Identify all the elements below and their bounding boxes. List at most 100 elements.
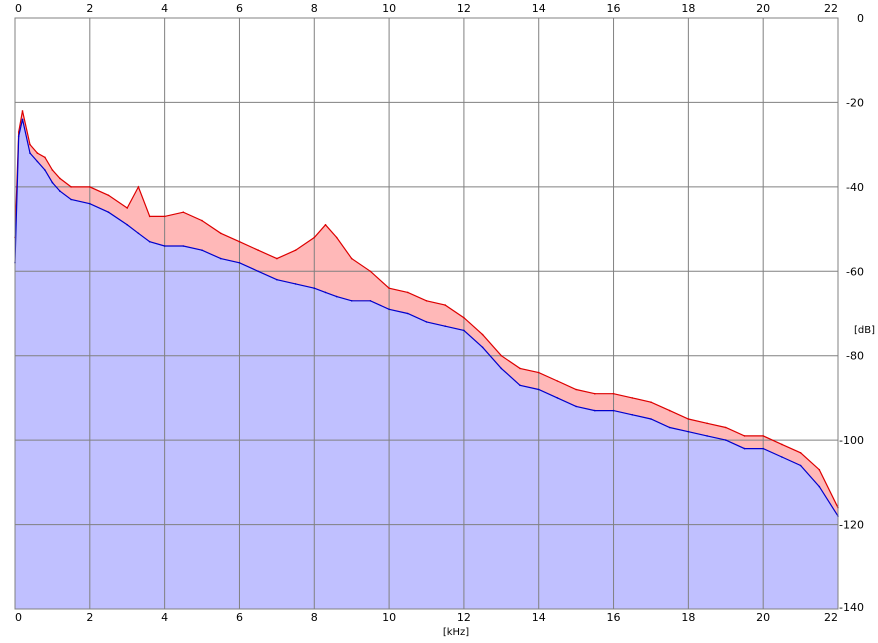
series-0-point	[107, 194, 110, 197]
x-tick-label-bottom: 14	[532, 611, 546, 624]
y-tick-label: -40	[846, 181, 864, 194]
series-0-point	[537, 371, 540, 374]
x-tick-label-bottom: 10	[382, 611, 396, 624]
series-1-point	[388, 308, 390, 311]
series-1-point	[324, 291, 327, 294]
series-0-point	[44, 156, 46, 159]
x-tick-label-bottom: 2	[86, 611, 93, 624]
series-0-point	[444, 304, 447, 306]
series-1-point	[743, 447, 746, 450]
series-1-point	[36, 160, 39, 163]
series-1-point	[818, 485, 821, 488]
series-0-point	[687, 418, 690, 420]
series-0-point	[425, 300, 428, 302]
series-0-point	[463, 316, 465, 319]
series-0-point	[148, 215, 151, 218]
series-1-point	[137, 232, 140, 235]
series-0-point	[481, 333, 484, 336]
y-tick-label: -140	[839, 601, 864, 614]
series-0-line	[14, 110, 839, 508]
series-0-point	[388, 287, 390, 290]
y-tick-label: -100	[839, 434, 864, 447]
series-0-point	[89, 186, 91, 188]
series-0-point	[21, 110, 24, 112]
x-tick-label-bottom: 12	[457, 611, 471, 624]
series-0-point	[36, 152, 39, 154]
y-tick-label: -60	[846, 265, 864, 278]
y-tick-label: 0	[857, 12, 864, 25]
series-1-point	[17, 135, 20, 137]
series-1-point	[407, 312, 409, 315]
series-1-point	[238, 262, 241, 264]
series-1-point	[500, 367, 503, 370]
x-tick-label-bottom: 8	[311, 611, 318, 624]
series-1-point	[594, 409, 596, 412]
series-1-point	[799, 464, 802, 467]
x-tick-label-bottom: 18	[681, 611, 695, 624]
series-1-point	[70, 198, 72, 201]
x-tick-label-top: 16	[607, 2, 621, 15]
series-1-point	[29, 152, 31, 154]
series-0-point	[324, 224, 327, 226]
spectrum-lines	[14, 110, 839, 517]
series-0-point	[594, 392, 596, 395]
x-tick-label-top: 22	[824, 2, 838, 15]
spectrum-fills	[15, 110, 838, 610]
y-axis-label: [dB]	[854, 325, 875, 336]
series-0-point	[163, 215, 166, 218]
x-tick-label-top: 4	[161, 2, 168, 15]
series-1-point	[126, 224, 128, 226]
series-0-point	[126, 207, 128, 209]
series-0-point	[631, 397, 634, 399]
series-1-point	[687, 430, 690, 433]
series-0-point	[313, 236, 316, 239]
x-axis-label: [kHz]	[443, 627, 469, 638]
plot-frame	[14, 17, 839, 610]
y-tick-label: -20	[846, 96, 864, 109]
series-0-point	[29, 143, 31, 146]
series-1-point	[762, 447, 764, 450]
x-tick-label-bottom: 20	[756, 611, 770, 624]
series-0-point	[500, 354, 503, 357]
series-0-point	[350, 257, 353, 260]
series-1-point	[148, 240, 151, 243]
x-tick-label-top: 8	[311, 2, 318, 15]
series-1-fill	[15, 119, 838, 610]
series-1-point	[612, 409, 615, 412]
x-tick-label-bottom: 4	[161, 611, 168, 624]
series-1-point	[201, 249, 203, 251]
series-1-point	[463, 329, 465, 332]
series-0-point	[556, 380, 559, 382]
series-1-point	[51, 181, 54, 184]
series-1-line	[14, 119, 839, 517]
series-0-point	[238, 240, 241, 243]
series-1-point	[59, 190, 61, 192]
series-1-point	[89, 202, 91, 205]
series-1-point	[706, 435, 708, 437]
x-tick-label-top: 20	[756, 2, 770, 15]
series-1-point	[537, 388, 540, 391]
series-0-point	[182, 211, 185, 213]
x-tick-label-bottom: 0	[15, 611, 22, 624]
series-0-point	[201, 219, 203, 222]
x-tick-label-top: 2	[86, 2, 93, 15]
series-0-point	[335, 236, 338, 239]
series-1-point	[21, 118, 24, 121]
series-0-point	[650, 401, 652, 404]
x-tick-label-top: 0	[15, 2, 22, 15]
series-0-point	[51, 169, 54, 171]
series-0-point	[743, 435, 746, 437]
series-0-point	[612, 392, 615, 395]
series-1-point	[575, 405, 577, 408]
series-0-point	[668, 409, 671, 412]
series-1-point	[220, 257, 222, 260]
x-tick-label-bottom: 16	[607, 611, 621, 624]
series-1-point	[182, 245, 185, 247]
x-tick-label-bottom: 22	[824, 611, 838, 624]
series-1-point	[294, 283, 297, 285]
y-tick-label: -120	[839, 519, 864, 532]
series-0-point	[369, 270, 372, 273]
x-tick-label-bottom: 6	[236, 611, 243, 624]
series-0-point	[407, 291, 409, 294]
